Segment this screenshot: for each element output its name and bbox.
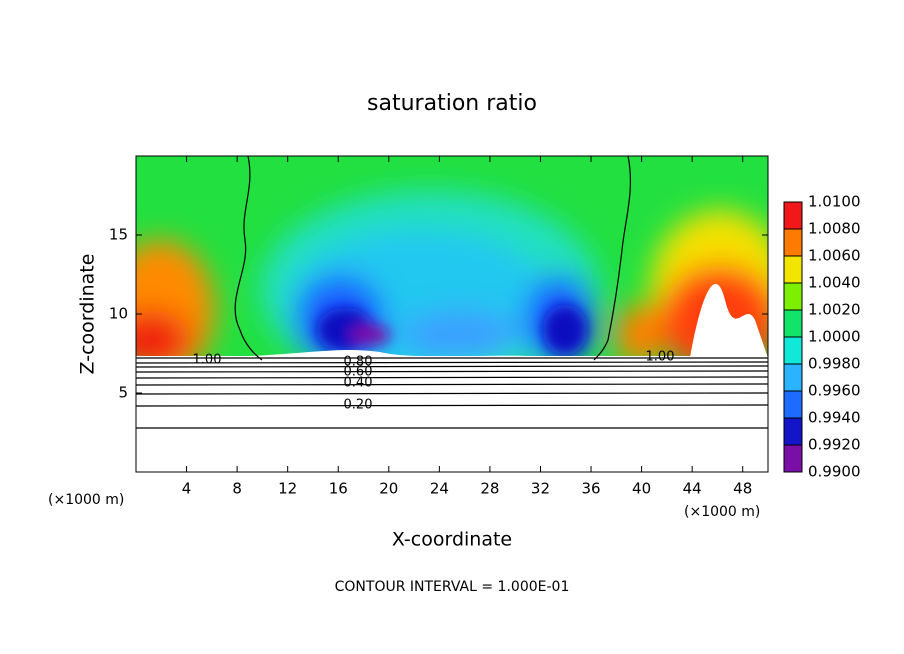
x-tick-label: 32 <box>531 480 550 498</box>
x-tick-label: 8 <box>232 480 242 498</box>
contour-label: 0.60 <box>344 365 373 380</box>
x-tick-label: 40 <box>632 480 651 498</box>
x-tick-label: 4 <box>182 480 192 498</box>
colorbar-tick-label: 1.0100 <box>808 193 861 211</box>
colorbar-band <box>784 256 802 283</box>
colorbar-tick-label: 1.0080 <box>808 220 861 238</box>
colorbar-band <box>784 283 802 310</box>
x-tick-label: 44 <box>683 480 702 498</box>
contour-label: 0.80 <box>344 355 373 370</box>
colorbar-band <box>784 229 802 256</box>
colorbar-tick-label: 1.0020 <box>808 301 861 319</box>
x-tick-label: 48 <box>733 480 752 498</box>
x-unit-label: (×1000 m) <box>684 504 760 520</box>
colorbar-band <box>784 337 802 364</box>
colorbar-tick-label: 1.0000 <box>808 328 861 346</box>
colorbar-tick-label: 1.0060 <box>808 247 861 265</box>
colorbar-tick-label: 0.9960 <box>808 382 861 400</box>
colorbar-band <box>784 202 802 229</box>
footer-note: CONTOUR INTERVAL = 1.000E-01 <box>335 579 570 595</box>
colorbar-band <box>784 418 802 445</box>
contour-label: 0.40 <box>344 376 373 391</box>
contour-label: 1.00 <box>646 350 675 365</box>
colorbar-tick-label: 0.9900 <box>808 463 861 481</box>
colorbar-tick-label: 1.0040 <box>808 274 861 292</box>
colorbar-band <box>784 310 802 337</box>
x-axis-label: X-coordinate <box>392 529 512 551</box>
contour-label: 1.00 <box>193 353 222 368</box>
colorbar-tick-label: 0.9980 <box>808 355 861 373</box>
contour-label: 0.20 <box>344 398 373 413</box>
colorbar-band <box>784 364 802 391</box>
x-tick-label: 36 <box>581 480 600 498</box>
y-axis-label: Z-coordinate <box>77 254 99 375</box>
x-tick-label: 28 <box>480 480 499 498</box>
colorbar-tick-label: 0.9920 <box>808 436 861 454</box>
chart-title: saturation ratio <box>367 91 537 116</box>
x-tick-label: 12 <box>278 480 297 498</box>
contour-field <box>136 156 768 472</box>
x-unit-label: (×1000 m) <box>48 492 124 508</box>
x-tick-label: 16 <box>329 480 348 498</box>
x-tick-label: 24 <box>430 480 449 498</box>
y-tick-label: 15 <box>109 226 128 244</box>
colorbar-band <box>784 445 802 472</box>
colorbar-tick-label: 0.9940 <box>808 409 861 427</box>
colorbar-band <box>784 391 802 418</box>
y-tick-label: 5 <box>118 384 128 402</box>
x-tick-label: 20 <box>379 480 398 498</box>
y-tick-label: 10 <box>109 305 128 323</box>
